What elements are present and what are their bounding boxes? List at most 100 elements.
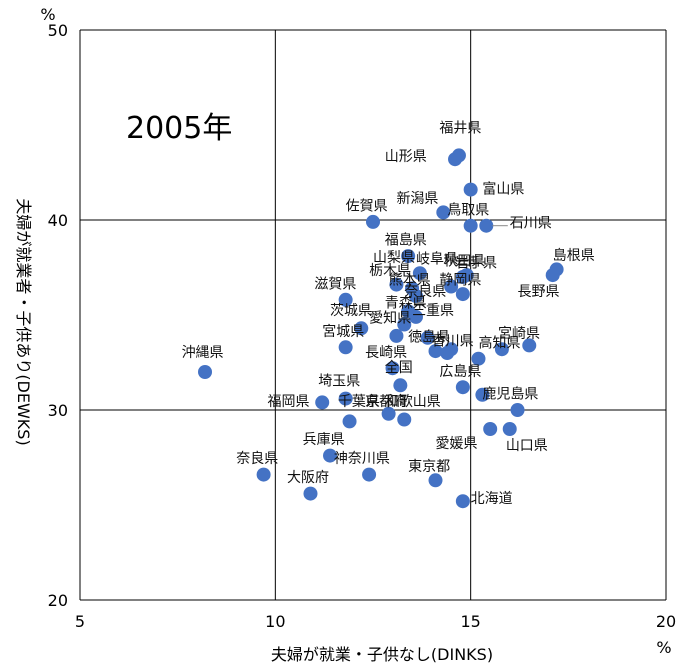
data-point — [397, 317, 412, 332]
data-point — [408, 309, 423, 324]
data-point — [475, 387, 490, 402]
point-label: 和歌山県 — [385, 394, 441, 410]
point-label: 岐阜県 — [416, 251, 458, 268]
data-point — [397, 412, 412, 427]
point-label: 高知県 — [478, 334, 520, 351]
point-label: 宮崎県 — [498, 326, 540, 342]
y-axis-title: 夫婦が就業者・子供あり(DEWKS) — [14, 198, 33, 445]
point-label: 富山県 — [482, 180, 524, 197]
grid — [79, 29, 667, 601]
x-tick-label: 10 — [265, 612, 285, 631]
point-label: 神奈川県 — [334, 451, 390, 467]
point-label: 長崎県 — [365, 345, 407, 361]
data-point — [428, 344, 443, 359]
point-label: 沖縄県 — [182, 345, 224, 361]
point-label: 千葉県 — [338, 394, 380, 410]
data-point — [303, 486, 318, 501]
point-label: 新潟県 — [396, 191, 438, 207]
y-tick-label: 30 — [48, 401, 68, 420]
data-point — [459, 268, 474, 283]
data-point — [323, 448, 338, 463]
point-label: 兵庫県 — [303, 431, 345, 448]
point-label: 秋田県 — [443, 254, 485, 270]
point-label: 鳥取県 — [447, 202, 489, 218]
point-label: 山形県 — [385, 149, 427, 165]
data-point — [440, 346, 455, 360]
point-label: 宮城県 — [322, 324, 364, 340]
point-label: 滋賀県 — [314, 276, 356, 292]
y-tick-label: 40 — [48, 211, 68, 230]
data-point — [315, 395, 330, 410]
point-label: 徳島県 — [408, 330, 450, 346]
data-point — [412, 266, 427, 281]
point-label: 山梨県 — [373, 250, 415, 266]
x-axis-title: 夫婦が就業・子供なし(DINKS) — [271, 645, 493, 664]
point-label: 佐賀県 — [346, 199, 388, 215]
data-point — [385, 361, 400, 376]
point-label: 福井県 — [439, 121, 481, 137]
data-point — [522, 338, 537, 353]
point-label: 埼玉県 — [318, 373, 360, 389]
data-point — [428, 473, 443, 488]
y-tick-label: 50 — [48, 21, 68, 40]
point-label: 鹿児島県 — [482, 386, 538, 403]
data-point — [342, 414, 357, 429]
y-ticks: 20 30 40 50 — [48, 21, 68, 610]
point-label: 奈良県 — [236, 451, 278, 467]
point-label: 福島県 — [385, 233, 427, 249]
points — [198, 148, 564, 509]
data-point — [471, 351, 486, 366]
point-label: 全国 — [385, 359, 413, 376]
point-label: 長野県 — [518, 284, 560, 300]
point-label: 愛媛県 — [436, 436, 478, 452]
x-unit: % — [656, 638, 671, 657]
data-point — [338, 340, 353, 355]
x-tick-label: 15 — [460, 612, 480, 631]
data-point — [510, 403, 525, 417]
point-label: 東京都 — [408, 459, 450, 475]
data-point — [366, 214, 380, 229]
point-label: 大阪府 — [287, 470, 329, 486]
data-point — [463, 218, 478, 233]
data-point — [362, 467, 377, 482]
data-point — [448, 152, 463, 167]
data-point — [389, 328, 404, 343]
point-label: 静岡県 — [439, 273, 481, 289]
data-point — [436, 205, 451, 220]
y-unit: % — [40, 5, 55, 24]
data-point — [483, 422, 498, 436]
point-label: 岩手県 — [455, 256, 497, 272]
point-label: 福岡県 — [268, 394, 310, 410]
point-label: 愛知県 — [369, 310, 411, 327]
point-label: 山口県 — [506, 438, 548, 454]
point-label: 熊本県 — [389, 273, 431, 289]
point-label: 香川県 — [432, 333, 474, 349]
x-ticks: 5 10 15 20 — [75, 612, 676, 631]
point-label: 京都府 — [365, 394, 407, 410]
data-point — [354, 321, 369, 336]
data-point — [393, 378, 408, 393]
data-point — [463, 182, 478, 197]
data-point — [545, 268, 560, 283]
point-label: 石川県 — [510, 216, 552, 232]
point-label: 奈良県 — [404, 284, 446, 300]
point-label: 北海道 — [471, 491, 513, 507]
data-point — [198, 365, 213, 379]
x-tick-label: 20 — [656, 612, 676, 631]
y-tick-label: 20 — [48, 591, 68, 610]
point-label: 青森県 — [385, 295, 427, 311]
data-point — [338, 391, 353, 406]
data-point — [455, 494, 470, 509]
data-point — [381, 406, 396, 421]
x-tick-label: 5 — [75, 612, 85, 631]
point-label: 栃木県 — [369, 263, 411, 279]
point-label: 茨城県 — [330, 303, 372, 319]
point-label: 三重県 — [412, 303, 454, 319]
data-point — [256, 467, 271, 482]
point-label: 島根県 — [553, 248, 595, 264]
data-point — [455, 287, 470, 302]
data-point — [408, 289, 423, 303]
data-point — [444, 279, 459, 294]
